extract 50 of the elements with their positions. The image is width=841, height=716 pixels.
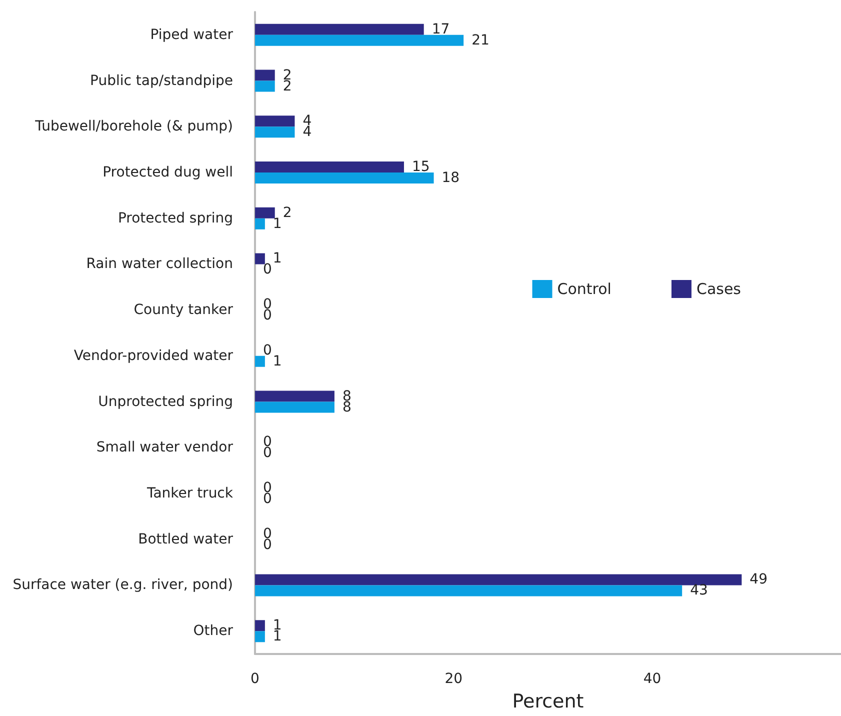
bar	[255, 70, 275, 81]
x-tick-label: 40	[643, 671, 662, 687]
y-tick-label: Protected dug well	[102, 164, 233, 180]
bar	[255, 218, 265, 230]
data-label: 1	[272, 250, 282, 267]
data-label: 43	[690, 582, 708, 599]
bar	[255, 24, 424, 35]
y-tick-label: County tanker	[134, 302, 234, 318]
y-tick-label: Other	[193, 623, 234, 640]
y-tick-label: Vendor-provided water	[74, 348, 234, 364]
legend-label: Control	[557, 280, 612, 298]
y-tick-label: Bottled water	[138, 531, 234, 548]
bar	[255, 126, 295, 138]
x-tick-label: 20	[444, 671, 463, 687]
data-label: 1	[272, 216, 282, 232]
y-tick-label: Tanker truck	[146, 486, 234, 502]
bar	[255, 116, 295, 127]
y-tick-label: Protected spring	[118, 210, 233, 226]
y-tick-label: Public tap/standpipe	[90, 72, 233, 89]
y-tick-label: Surface water (e.g. river, pond)	[12, 577, 233, 594]
data-label: 21	[472, 32, 490, 48]
bar	[255, 207, 275, 218]
data-label: 49	[750, 572, 768, 588]
bar	[255, 34, 464, 46]
y-tick-label: Piped water	[150, 26, 234, 43]
bar	[255, 390, 334, 402]
bar	[255, 402, 334, 413]
data-label: 18	[442, 170, 460, 186]
data-label: 15	[412, 159, 430, 175]
y-tick-label: Tubewell/borehole (& pump)	[34, 118, 233, 135]
bar	[255, 172, 434, 184]
y-tick-label: Rain water collection	[86, 256, 233, 272]
y-tick-label: Unprotected spring	[98, 394, 233, 410]
bar	[255, 80, 275, 92]
data-label: 2	[282, 204, 292, 221]
x-axis-title: Percent	[512, 690, 584, 712]
bar	[255, 620, 265, 632]
x-tick-label: 0	[250, 671, 260, 687]
bar	[255, 356, 265, 367]
bar	[255, 585, 682, 596]
data-label: 1	[272, 353, 282, 370]
data-label: 0	[263, 342, 272, 358]
bar	[255, 162, 404, 172]
bar	[255, 631, 265, 642]
data-label: 0	[263, 262, 272, 278]
bar	[255, 253, 265, 264]
bar	[255, 574, 742, 586]
legend-label: Cases	[696, 280, 742, 298]
data-label: 17	[432, 21, 450, 38]
y-tick-label: Small water vendor	[96, 440, 234, 456]
